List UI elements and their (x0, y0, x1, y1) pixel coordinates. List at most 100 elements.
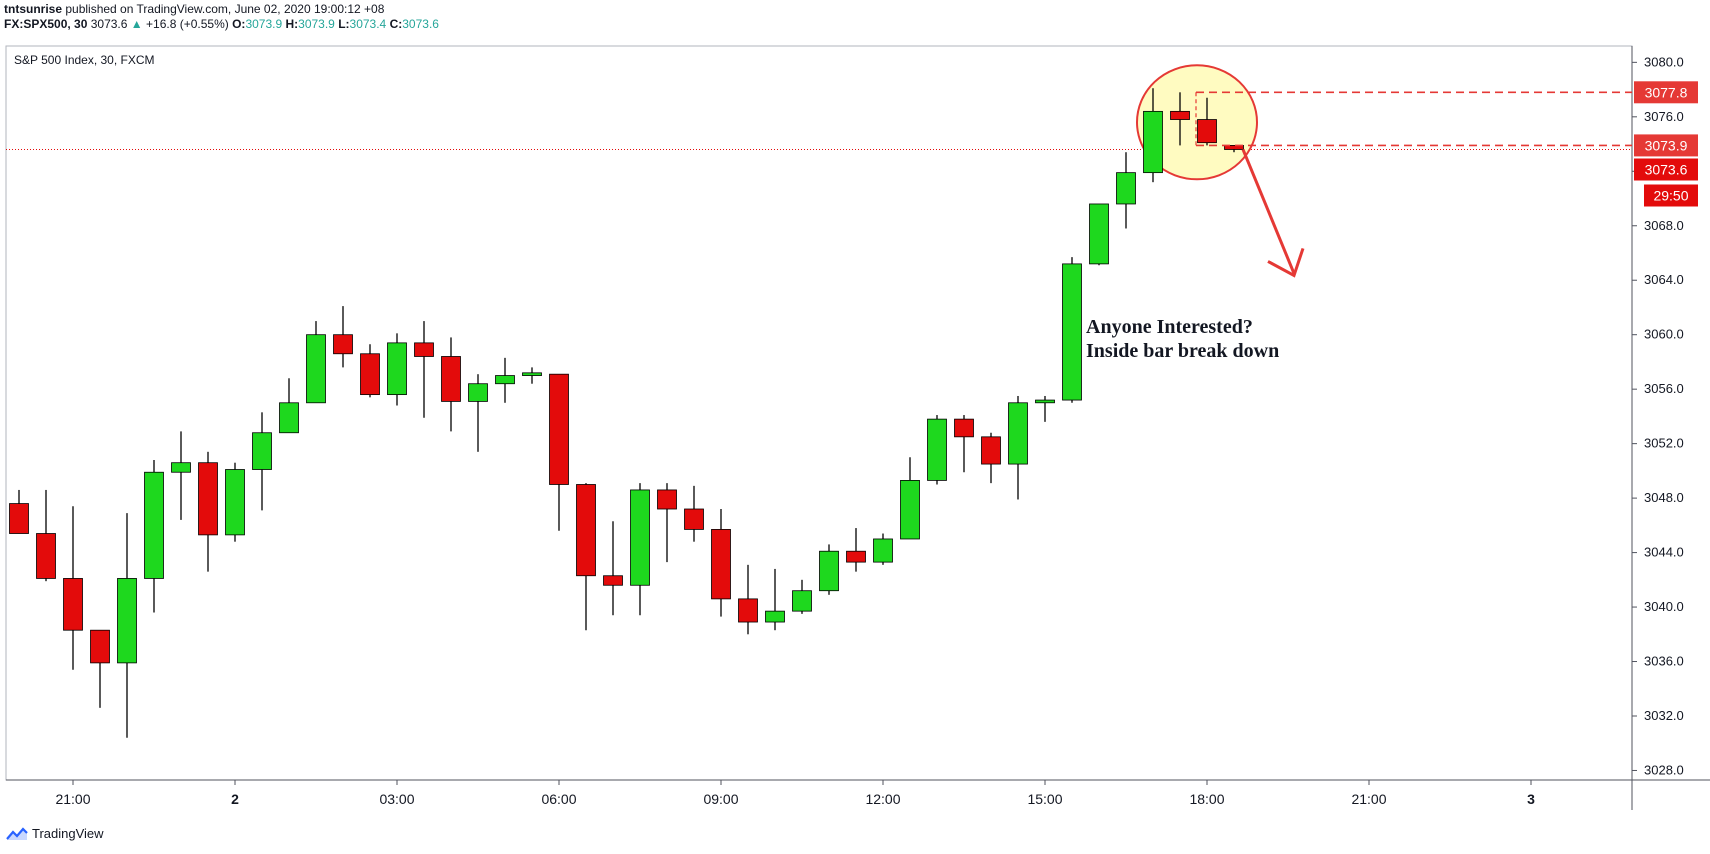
x-tick-label: 03:00 (379, 791, 414, 807)
candle-body[interactable] (63, 578, 83, 631)
candle-body[interactable] (603, 575, 623, 586)
candle-body[interactable] (225, 469, 245, 536)
candle-body[interactable] (495, 375, 515, 385)
candle-body[interactable] (765, 610, 785, 623)
x-tick-label: 18:00 (1189, 791, 1224, 807)
author-name[interactable]: tntsunrise (4, 2, 63, 16)
y-tick-label: 3048.0 (1644, 490, 1684, 505)
plot-frame (5, 45, 1633, 781)
low-value: 3073.4 (349, 17, 387, 31)
candle-body[interactable] (657, 489, 677, 510)
x-tick-label: 21:00 (55, 791, 90, 807)
x-tick-label: 2 (231, 791, 239, 807)
countdown-label: 29:50 (1653, 187, 1688, 203)
open-label: O: (232, 17, 246, 31)
y-tick-label: 3080.0 (1644, 54, 1684, 69)
candle-body[interactable] (117, 578, 137, 664)
countdown-bg (1644, 184, 1698, 207)
candle-body[interactable] (1170, 110, 1190, 120)
candle-body[interactable] (981, 436, 1001, 465)
trend-arrow-head-icon (1267, 247, 1305, 278)
price-label: 3073.6 (1645, 161, 1688, 177)
candle-body[interactable] (792, 590, 812, 612)
y-tick-label: 3036.0 (1644, 654, 1684, 669)
trend-arrow-shaft[interactable] (1241, 148, 1296, 274)
candle-body[interactable] (279, 402, 299, 434)
candle-body[interactable] (576, 484, 596, 577)
candle-body[interactable] (873, 538, 893, 563)
price-label: 3073.9 (1645, 137, 1688, 153)
candle-body[interactable] (144, 471, 164, 579)
x-tick-label: 21:00 (1351, 791, 1386, 807)
candle-body[interactable] (198, 462, 218, 536)
price-label-bg (1634, 134, 1698, 157)
x-tick-label: 09:00 (703, 791, 738, 807)
last-price: 3073.6 (90, 17, 128, 31)
y-tick-label: 3040.0 (1644, 599, 1684, 614)
candle-body[interactable] (441, 356, 461, 402)
y-tick-label: 3068.0 (1644, 218, 1684, 233)
high-value: 3073.9 (298, 17, 335, 31)
candle-body[interactable] (549, 373, 569, 485)
tradingview-logo-icon (6, 826, 28, 840)
open-value: 3073.9 (245, 17, 283, 31)
y-tick-label: 3076.0 (1644, 109, 1684, 124)
x-tick-label: 3 (1527, 791, 1535, 807)
candle-body[interactable] (819, 550, 839, 592)
candle-body[interactable] (387, 342, 407, 396)
candle-body[interactable] (846, 550, 866, 563)
y-tick-label: 3032.0 (1644, 708, 1684, 723)
candle-body[interactable] (1116, 172, 1136, 205)
chart-header: tntsunrise published on TradingView.com,… (4, 2, 439, 32)
candle-body[interactable] (360, 353, 380, 396)
candle-body[interactable] (684, 508, 704, 530)
candle-body[interactable] (1089, 203, 1109, 265)
candle-body[interactable] (1008, 402, 1028, 465)
candle-body[interactable] (333, 334, 353, 355)
candle-body[interactable] (522, 372, 542, 376)
candle-body[interactable] (171, 462, 191, 473)
y-tick-label: 3060.0 (1644, 327, 1684, 342)
y-tick-label: 3044.0 (1644, 545, 1684, 560)
candle-body[interactable] (900, 480, 920, 540)
close-label: C: (389, 17, 403, 31)
change-value: +16.8 (+0.55%) (146, 17, 229, 31)
price-label-bg (1634, 81, 1698, 104)
candle-body[interactable] (738, 598, 758, 623)
annotation-text: Inside bar break down (1086, 340, 1279, 362)
price-label: 3077.8 (1645, 84, 1688, 100)
candle-body[interactable] (36, 533, 56, 579)
close-value: 3073.6 (402, 17, 439, 31)
candle-body[interactable] (1224, 145, 1244, 150)
candle-body[interactable] (927, 418, 947, 481)
y-tick-label: 3028.0 (1644, 762, 1684, 777)
footer: TradingView (6, 826, 104, 841)
candle-body[interactable] (252, 432, 272, 470)
candle-body[interactable] (1143, 110, 1163, 174)
candle-body[interactable] (954, 418, 974, 438)
candle-body[interactable] (1035, 399, 1055, 404)
candle-body[interactable] (1062, 263, 1082, 401)
price-label-bg (1634, 158, 1698, 181)
chart-title: S&P 500 Index, 30, FXCM (14, 53, 155, 67)
y-tick-label: 3052.0 (1644, 436, 1684, 451)
symbol-label: FX:SPX500, 30 (4, 17, 88, 31)
publish-line: tntsunrise published on TradingView.com,… (4, 2, 439, 17)
x-tick-label: 15:00 (1027, 791, 1062, 807)
ohlc-line: FX:SPX500, 30 3073.6 ▲ +16.8 (+0.55%) O:… (4, 17, 439, 32)
highlight-ellipse[interactable] (1136, 64, 1258, 181)
candle-body[interactable] (90, 629, 110, 664)
footer-brand[interactable]: TradingView (32, 826, 104, 841)
candle-body[interactable] (306, 334, 326, 404)
change-arrow-icon: ▲ (130, 17, 143, 31)
candle-body[interactable] (711, 529, 731, 600)
candle-body[interactable] (414, 342, 434, 357)
candle-body[interactable] (630, 489, 650, 586)
y-tick-label: 3064.0 (1644, 272, 1684, 287)
high-label: H: (285, 17, 299, 31)
candle-body[interactable] (468, 383, 488, 402)
candle-body[interactable] (1197, 119, 1217, 144)
x-tick-label: 06:00 (541, 791, 576, 807)
candle-body[interactable] (9, 503, 29, 534)
